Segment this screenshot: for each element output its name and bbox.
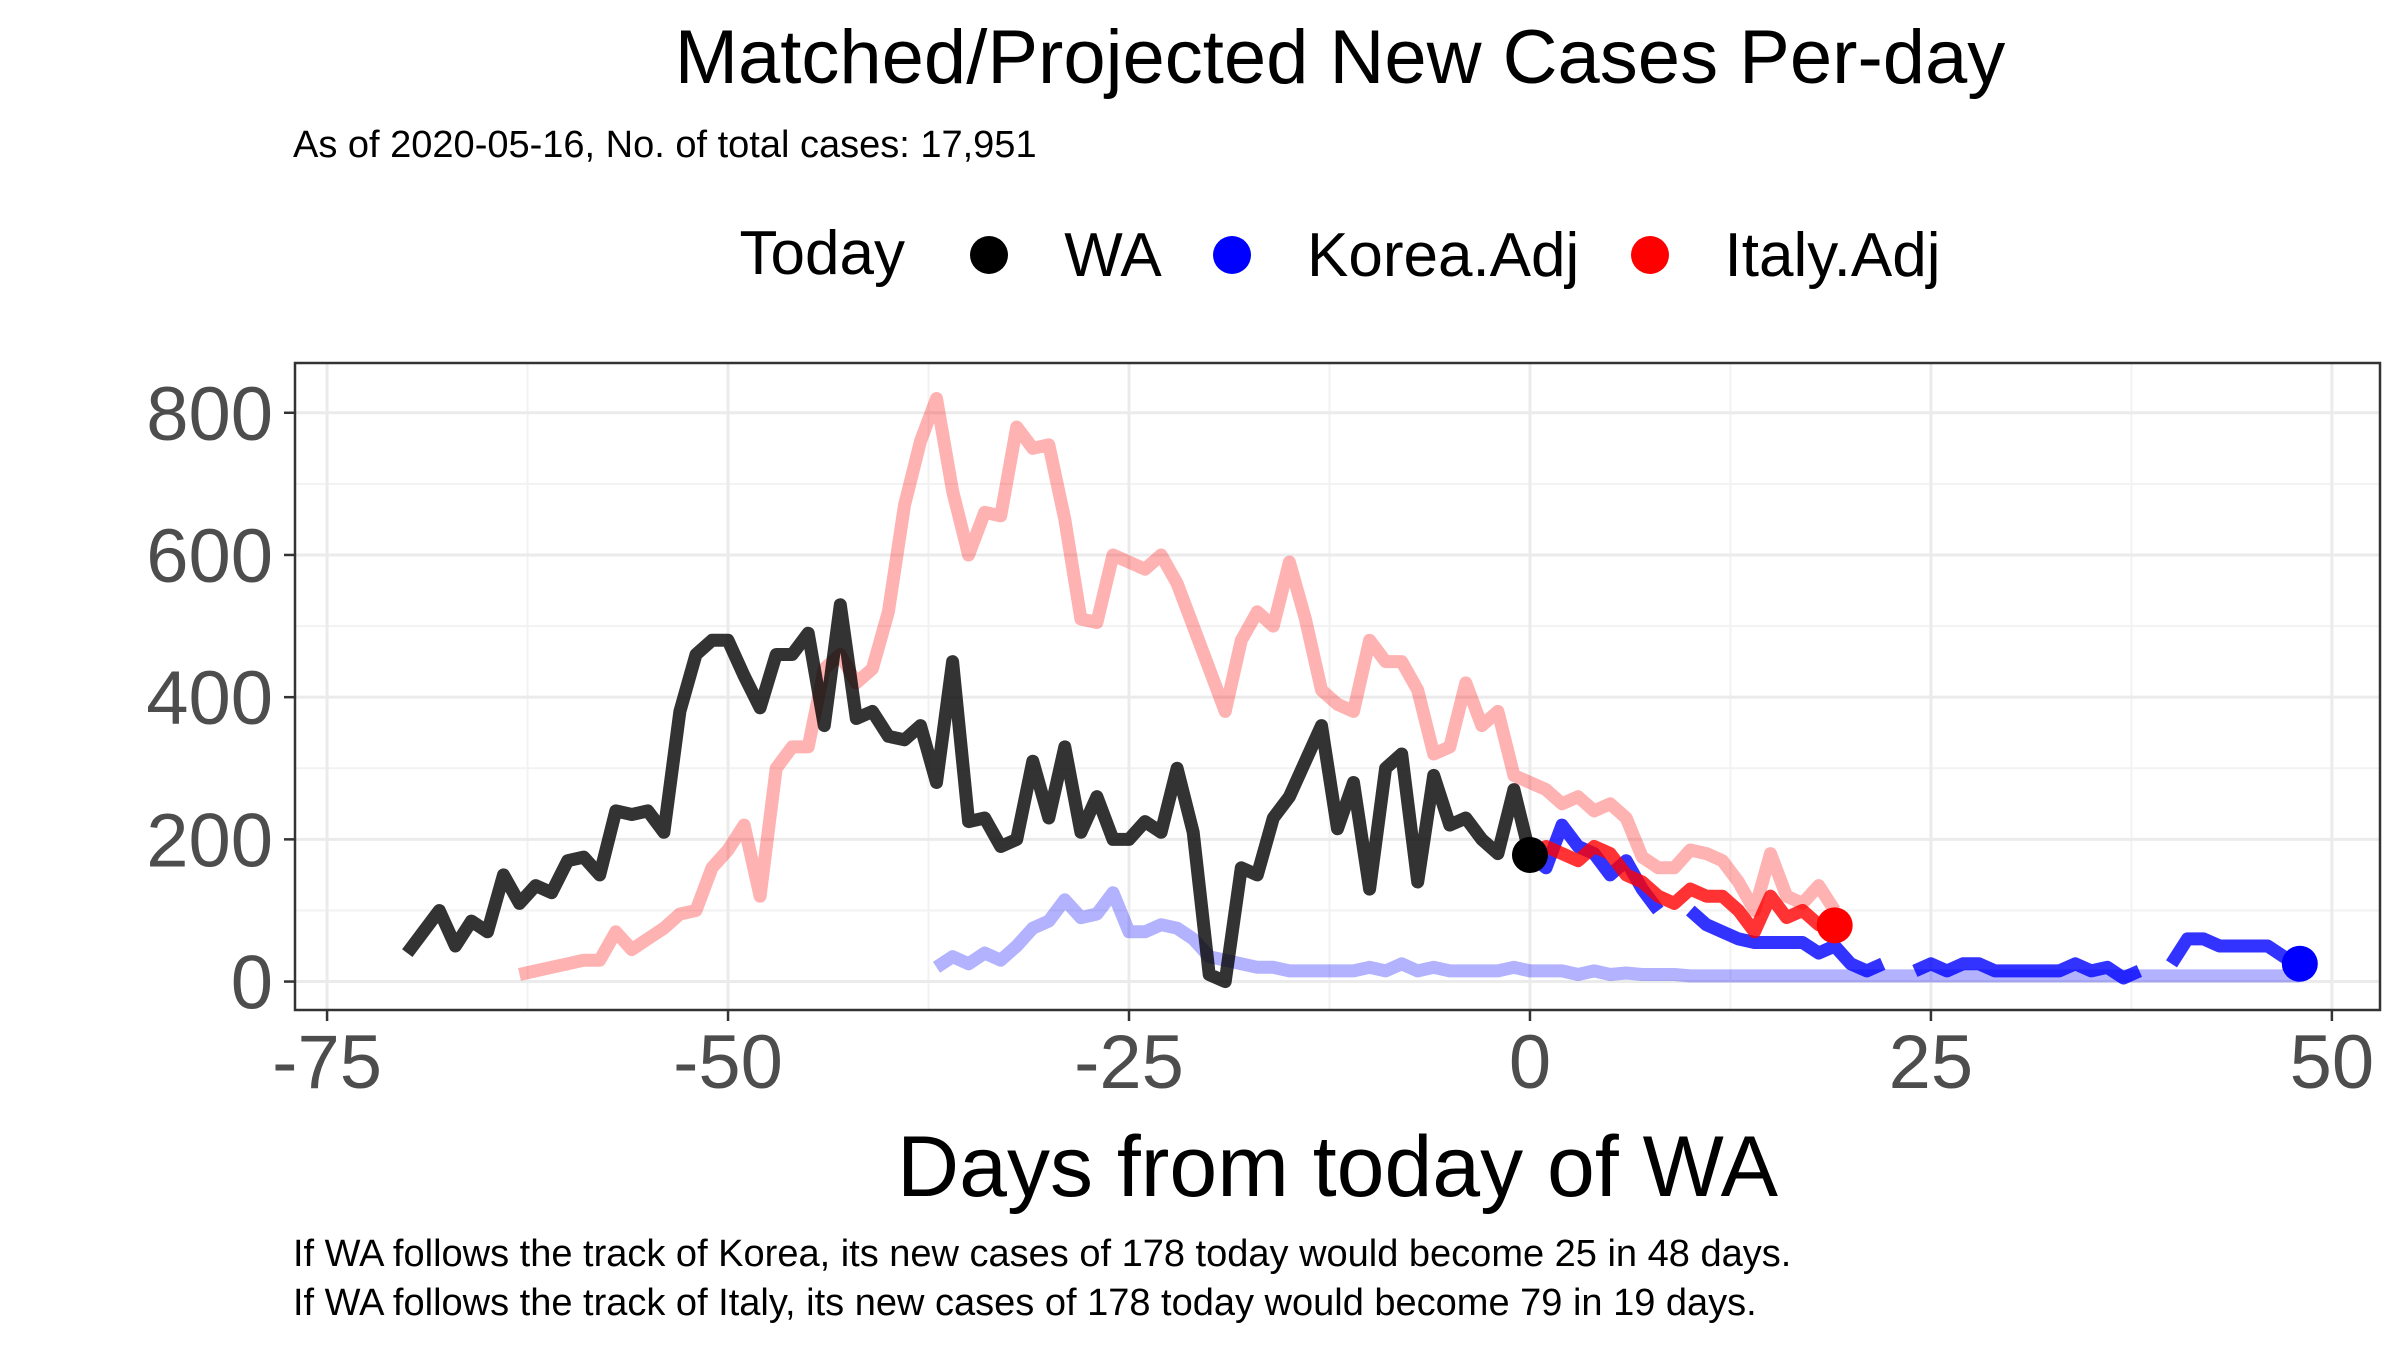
y-tick-label: 0 [231, 941, 273, 1026]
chart-title: Matched/Projected New Cases Per-day [674, 15, 2006, 100]
x-tick-label: 50 [2290, 1020, 2375, 1105]
x-tick-label: 0 [1509, 1020, 1551, 1105]
legend-label-wa: WA [1064, 220, 1162, 290]
x-axis-title: Days from today of WA [897, 1119, 1779, 1215]
legend-label-korea: Korea.Adj [1307, 220, 1580, 290]
legend-dot-wa [970, 236, 1009, 274]
legend-dot-italy [1630, 236, 1669, 274]
y-tick-label: 800 [146, 372, 273, 457]
marker-korea-adj [2281, 945, 2318, 982]
y-tick-label: 200 [146, 798, 273, 883]
legend-item-wa: WA [970, 220, 1162, 291]
y-tick-label: 400 [146, 656, 273, 741]
legend-item-italy: Italy.Adj [1630, 220, 1941, 291]
series-line-korea-adj-history [932, 886, 2300, 983]
marker-wa [1511, 837, 1548, 874]
legend-label-italy: Italy.Adj [1724, 220, 1941, 290]
note-korea: If WA follows the track of Korea, its ne… [293, 1233, 1792, 1275]
legend: Today WA Korea.Adj Italy.Adj [0, 218, 2400, 291]
series-line-wa-history [402, 598, 1537, 989]
note-italy: If WA follows the track of Italy, its ne… [293, 1282, 1757, 1324]
marker-italy-adj [1816, 907, 1853, 944]
legend-title: Today [739, 219, 905, 288]
x-tick-label: -75 [272, 1020, 382, 1105]
x-tick-label: -25 [1074, 1020, 1184, 1105]
series-line-italy-adj-projection [1526, 840, 1835, 939]
plot-panel-border [293, 361, 2382, 1012]
legend-dot-korea [1213, 236, 1252, 274]
series-line-italy-adj-history [518, 392, 1841, 981]
legend-item-korea: Korea.Adj [1213, 220, 1579, 291]
chart-subtitle: As of 2020-05-16, No. of total cases: 17… [293, 124, 1037, 166]
x-tick-label: -50 [673, 1020, 783, 1105]
y-tick-label: 600 [146, 514, 273, 599]
x-tick-label: 25 [1889, 1020, 1974, 1105]
